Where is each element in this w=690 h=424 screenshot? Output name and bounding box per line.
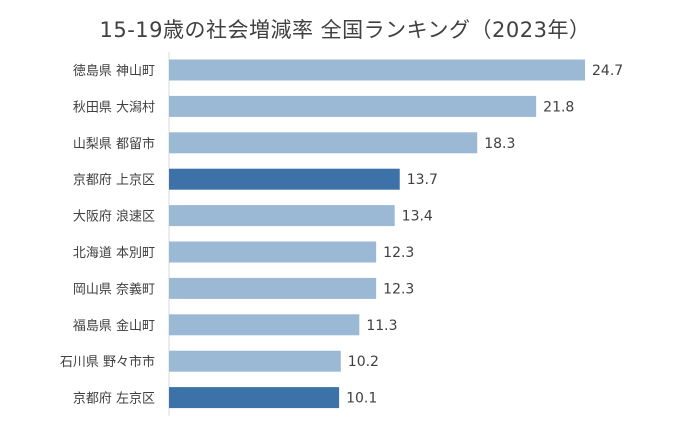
bar-0 xyxy=(169,59,585,81)
value-label-0: 24.7 xyxy=(592,63,623,79)
bar-2 xyxy=(169,132,478,154)
category-label-3: 京都府 上京区 xyxy=(73,173,155,188)
bar-9 xyxy=(169,387,340,409)
bar-5 xyxy=(169,241,377,263)
bar-4 xyxy=(169,205,395,227)
value-label-9: 10.1 xyxy=(346,391,377,407)
bar-6 xyxy=(169,277,377,299)
category-label-9: 京都府 左京区 xyxy=(73,392,155,407)
bar-1 xyxy=(169,95,537,117)
bar-7 xyxy=(169,314,360,336)
category-label-0: 徳島県 神山町 xyxy=(73,64,155,79)
value-label-5: 12.3 xyxy=(383,245,414,261)
value-label-7: 11.3 xyxy=(366,318,397,334)
value-label-3: 13.7 xyxy=(407,172,438,188)
value-label-4: 13.4 xyxy=(402,209,433,225)
category-label-5: 北海道 本別町 xyxy=(73,246,155,261)
value-label-1: 21.8 xyxy=(543,99,574,115)
category-label-8: 石川県 野々市市 xyxy=(60,354,155,370)
category-label-2: 山梨県 都留市 xyxy=(73,136,155,152)
category-label-6: 岡山県 奈義町 xyxy=(73,281,155,297)
chart-title: 15-19歳の社会増減率 全国ランキング（2023年） xyxy=(99,18,591,42)
category-label-7: 福島県 金山町 xyxy=(73,318,155,334)
value-label-6: 12.3 xyxy=(383,281,414,297)
value-label-2: 18.3 xyxy=(484,136,515,152)
bar-3 xyxy=(169,168,400,190)
value-label-8: 10.2 xyxy=(348,354,379,370)
category-label-1: 秋田県 大潟村 xyxy=(73,100,155,115)
category-label-4: 大阪府 浪速区 xyxy=(73,210,155,225)
bar-8 xyxy=(169,350,341,372)
